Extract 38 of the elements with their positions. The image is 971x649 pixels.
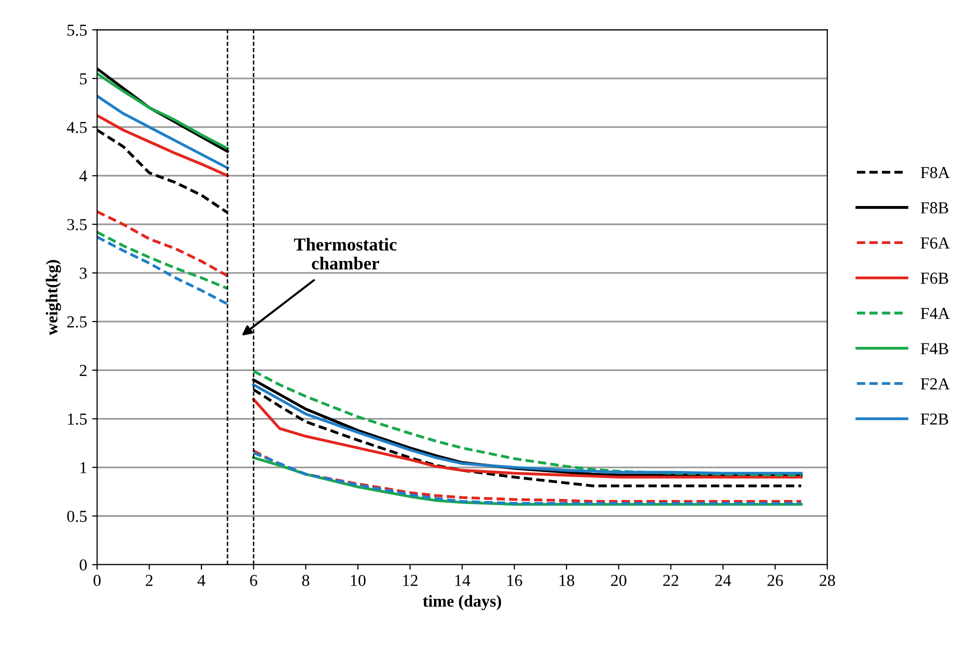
x-tick-label: 18 xyxy=(560,574,574,586)
y-tick-label: 3 xyxy=(80,268,87,279)
y-tick-label: 4 xyxy=(79,170,88,182)
y-tick-label: 0 xyxy=(80,559,87,571)
x-tick-label: 20 xyxy=(611,574,626,586)
y-tick-label: 3.5 xyxy=(67,219,87,230)
annotation: Thermostatic chamber xyxy=(294,238,397,270)
x-tick-label: 14 xyxy=(455,574,470,586)
x-tick-label: 26 xyxy=(768,574,783,586)
y-tick-label: 1.5 xyxy=(68,414,87,425)
y-tick-label: 0.5 xyxy=(67,510,87,522)
x-tick-label: 6 xyxy=(250,574,258,586)
x-tick-label: 10 xyxy=(351,574,366,586)
x-axis-title: time (days) xyxy=(422,595,502,610)
legend-label: F6A xyxy=(920,237,950,249)
legend-label: F8B xyxy=(920,202,948,214)
legend-label: F4B xyxy=(920,343,948,354)
y-tick-label: 2.5 xyxy=(67,316,87,328)
x-tick-label: 0 xyxy=(94,574,101,586)
y-tick-label: 5 xyxy=(80,73,87,84)
x-tick-label: 16 xyxy=(507,574,522,586)
y-tick-label: 4.5 xyxy=(66,122,87,134)
legend-label: F4A xyxy=(920,308,950,319)
y-tick-label: 1 xyxy=(80,462,86,474)
legend-label: F6B xyxy=(920,272,948,284)
legend-label: F2A xyxy=(920,378,950,390)
x-tick-label: 4 xyxy=(198,574,206,586)
x-tick-label: 22 xyxy=(663,574,678,586)
y-tick-label: 5.5 xyxy=(68,24,87,36)
x-tick-label: 8 xyxy=(302,574,310,586)
x-tick-label: 24 xyxy=(715,574,732,586)
legend-label: F2B xyxy=(920,414,948,425)
legend-label: F8A xyxy=(920,166,950,178)
x-tick-label: 2 xyxy=(146,574,153,586)
x-tick-label: 12 xyxy=(403,574,418,586)
y-tick-label: 2 xyxy=(80,364,86,376)
y-axis-title: weight(kg) xyxy=(46,260,61,336)
x-tick-label: 28 xyxy=(820,574,835,586)
